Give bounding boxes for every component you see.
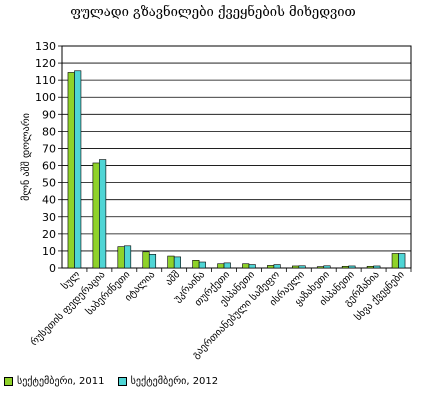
bar [99,159,107,269]
bar [366,265,374,269]
bar [391,253,399,269]
bar [341,265,349,269]
legend-label-2011: სექტემბერი, 2011 [17,376,105,387]
bar [192,260,200,269]
y-tick-label: 70 [42,142,56,155]
bar [173,256,181,269]
bar [273,264,281,269]
bar [117,246,125,269]
legend-label-2012: სექტემბერი, 2012 [130,376,219,387]
bar [348,265,356,269]
bar [242,263,250,269]
bar [223,262,231,269]
y-tick-label: 40 [42,194,56,207]
chart-title: ფულადი გზავნილები ქვეყნების მიხედვით [70,5,356,20]
y-axis-label: მლნ აშშ დოლარი [20,113,32,201]
bar [217,263,225,269]
y-tick-label: 30 [42,211,56,224]
y-tick-label: 120 [35,57,56,70]
bar [298,265,306,269]
bar [248,264,256,269]
y-tick-label: 130 [35,40,56,53]
bar [267,265,275,269]
y-tick-label: 10 [42,245,56,258]
bar [373,265,381,269]
y-tick-label: 110 [35,74,56,87]
bar [92,162,100,269]
bar [142,251,150,269]
y-tick-label: 60 [42,160,56,173]
bar [198,261,206,269]
bar [167,255,175,269]
plot-area [61,45,412,269]
bar [316,266,325,269]
y-tick-label: 50 [42,177,56,190]
bar [148,254,157,269]
bar [292,265,300,269]
y-tick-label: 80 [42,125,56,138]
y-tick-label: 0 [49,262,56,275]
x-tick-label: აშშ [163,269,182,288]
bar [74,70,82,269]
y-tick-label: 90 [42,108,56,121]
bar [67,72,75,269]
y-tick-label: 100 [35,91,56,104]
y-tick-label: 20 [42,228,56,241]
legend-item-2011: სექტემბერი, 2011 [4,376,104,387]
bar [398,253,406,269]
bar [323,265,331,269]
legend-swatch-2011 [4,377,13,386]
legend-item-2012: სექტემბერი, 2012 [117,376,219,387]
chart-legend: სექტემბერი, 2011 სექტემბერი, 2012 [4,376,228,389]
legend-swatch-2012 [117,377,127,386]
bar [124,245,132,269]
